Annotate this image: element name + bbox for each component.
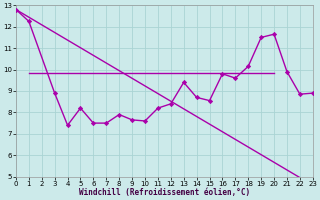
X-axis label: Windchill (Refroidissement éolien,°C): Windchill (Refroidissement éolien,°C) — [79, 188, 250, 197]
